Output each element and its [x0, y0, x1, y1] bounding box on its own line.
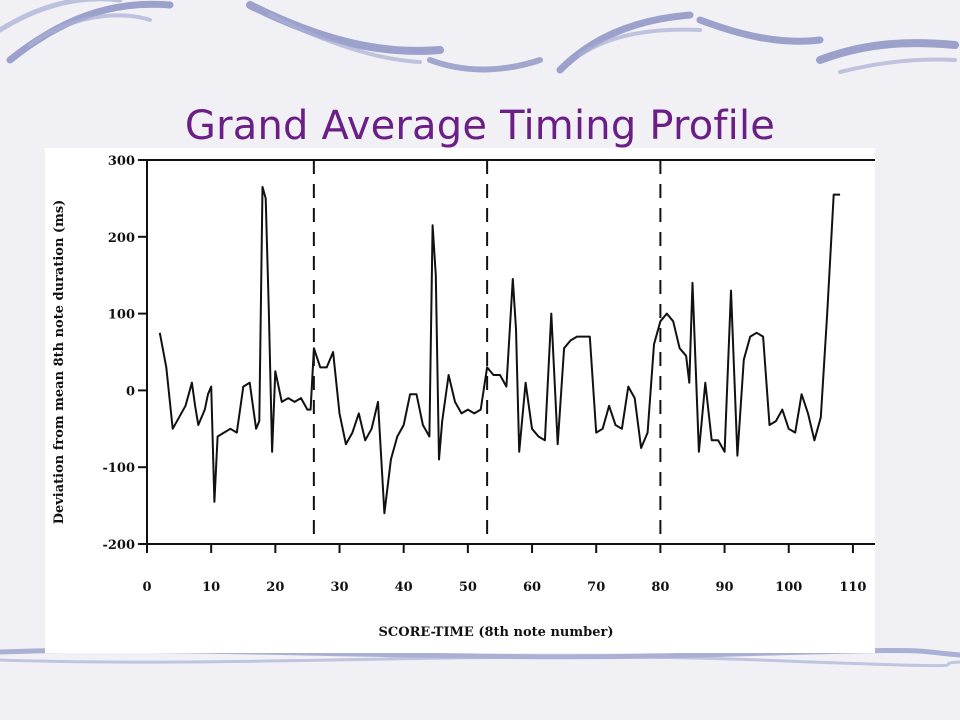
- header-swoosh-decoration: [0, 0, 959, 74]
- x-tick-label-10: 10: [202, 580, 220, 595]
- x-axis-title: SCORE-TIME (8th note number): [379, 625, 614, 640]
- x-tick-label-20: 20: [266, 580, 284, 595]
- x-tick-label-30: 30: [330, 580, 348, 595]
- x-tick-label-110: 110: [839, 580, 866, 595]
- series-line: [158, 185, 841, 515]
- x-tick-label-70: 70: [587, 580, 605, 595]
- y-axis-title: Deviation from mean 8th note duration (m…: [52, 200, 67, 525]
- y-tick-label--100: -100: [102, 461, 135, 476]
- y-tick-label-0: 0: [126, 384, 135, 399]
- x-tick-label-60: 60: [523, 580, 541, 595]
- y-tick-label-200: 200: [108, 231, 135, 246]
- x-tick-label-50: 50: [459, 580, 477, 595]
- y-tick-label-300: 300: [108, 154, 135, 169]
- y-tick-label-100: 100: [108, 308, 135, 323]
- x-tick-label-80: 80: [651, 580, 669, 595]
- x-tick-label-100: 100: [775, 580, 802, 595]
- timing-profile-chart: 0 10 20 30 40 50 60 70 80 90 100 110 -200 -100 0 100 200…: [52, 154, 875, 640]
- chart-panel: 0 10 20 30 40 50 60 70 80 90 100 110 -200 -100 0 100 200…: [45, 148, 875, 653]
- x-tick-label-40: 40: [395, 580, 413, 595]
- x-tick-label-90: 90: [716, 580, 734, 595]
- plot-frame: [146, 159, 875, 545]
- y-tick-label--200: -200: [102, 538, 135, 553]
- slide-title: Grand Average Timing Profile: [184, 103, 776, 149]
- x-tick-label-0: 0: [142, 580, 151, 595]
